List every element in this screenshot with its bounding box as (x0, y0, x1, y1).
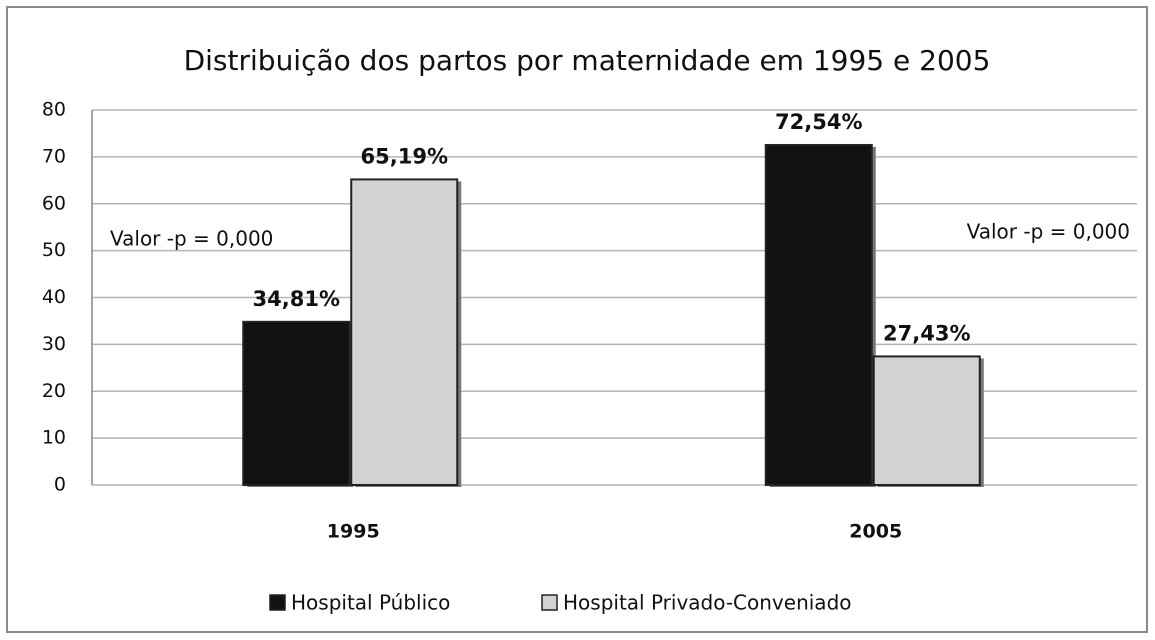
y-tick-label: 30 (42, 333, 66, 355)
y-tick-label: 0 (54, 474, 66, 496)
x-tick-label: 1995 (327, 521, 380, 543)
y-tick-label: 60 (42, 192, 66, 214)
annotation: Valor -p = 0,000 (110, 227, 273, 251)
bar (872, 355, 981, 486)
annotation: Valor -p = 0,000 (967, 220, 1130, 244)
chart-frame (6, 6, 1148, 633)
legend-swatch (269, 594, 286, 611)
chart-title: Distribuição dos partos por maternidade … (184, 44, 991, 77)
bar (242, 320, 351, 486)
value-label: 65,19% (361, 144, 448, 168)
bar (764, 143, 873, 486)
value-label: 34,81% (253, 287, 340, 311)
x-tick-label: 2005 (849, 521, 902, 543)
y-tick-label: 80 (42, 99, 66, 121)
value-label: 72,54% (775, 110, 862, 134)
legend-swatch (541, 594, 558, 611)
y-tick-label: 20 (42, 380, 66, 402)
y-tick-label: 40 (42, 286, 66, 308)
y-tick-label: 50 (42, 239, 66, 261)
y-tick-label: 10 (42, 427, 66, 449)
legend-label: Hospital Público (291, 591, 450, 615)
bar (350, 178, 459, 486)
y-tick-label: 70 (42, 145, 66, 167)
legend-label: Hospital Privado-Conveniado (563, 591, 852, 615)
value-label: 27,43% (883, 321, 970, 345)
